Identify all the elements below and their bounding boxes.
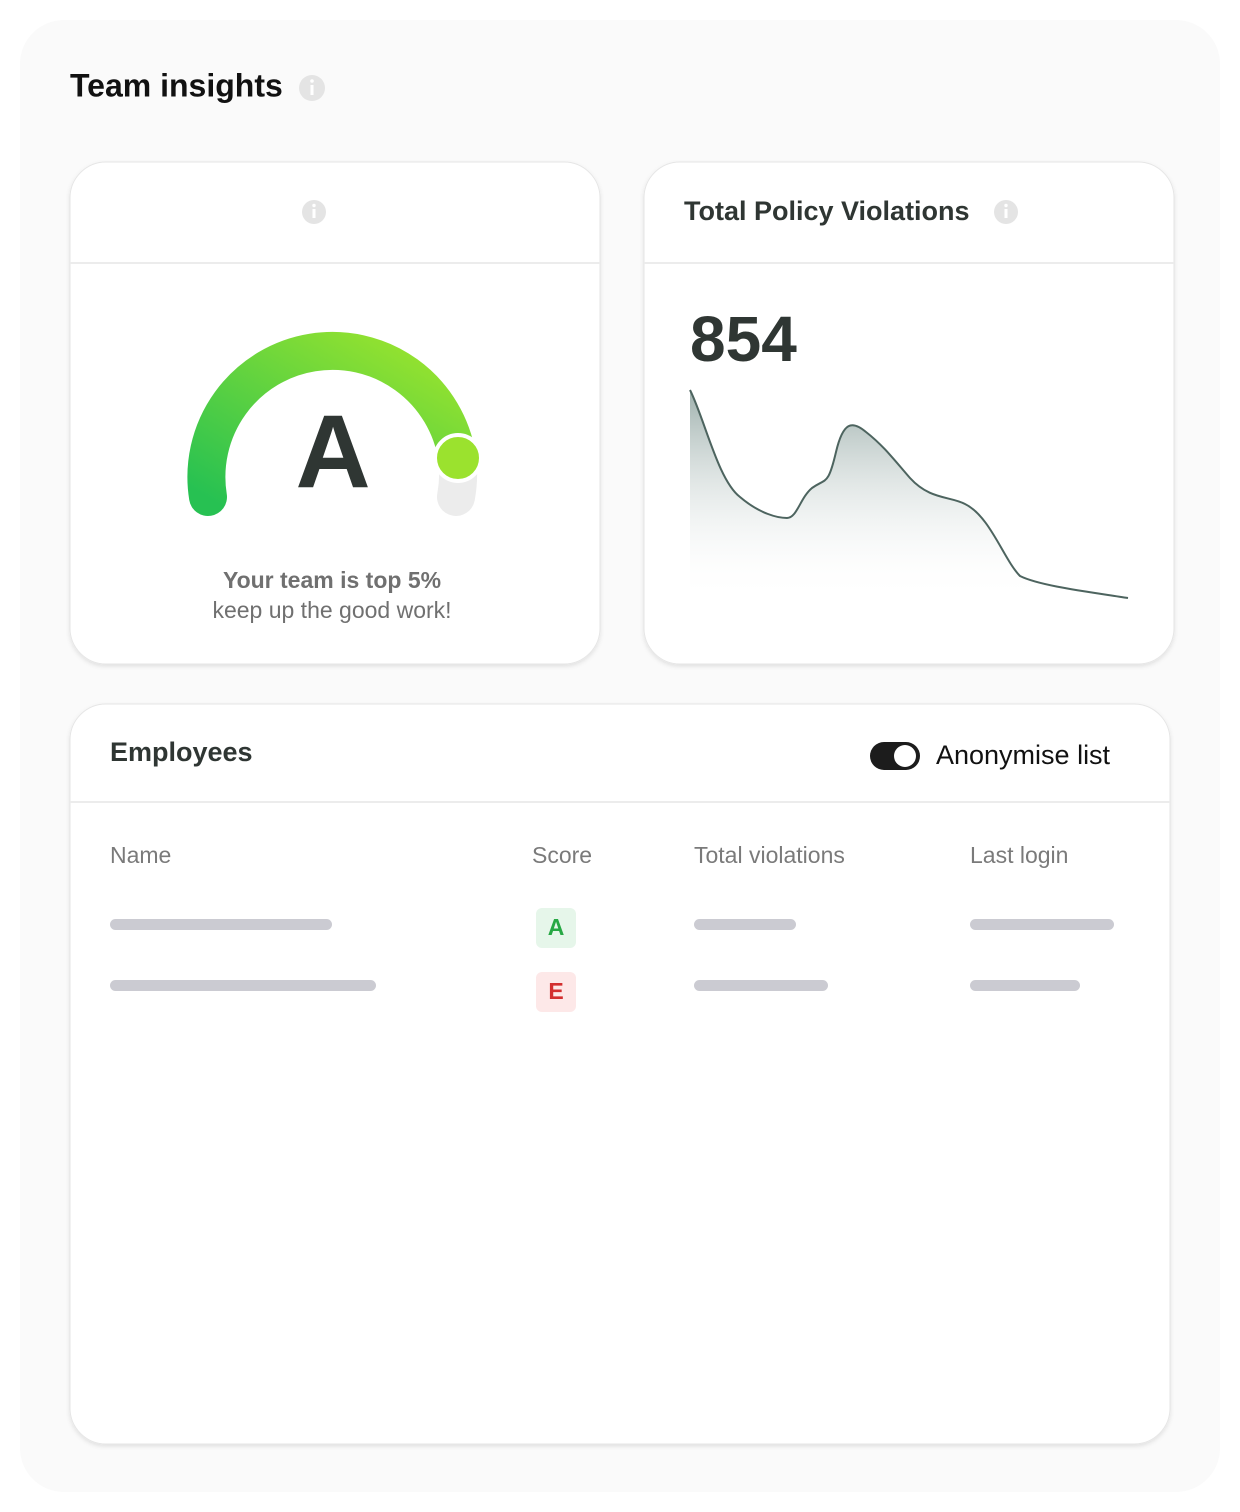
grade: A	[295, 394, 370, 510]
score-badge	[536, 908, 576, 948]
column-header[interactable]: Score	[532, 842, 592, 868]
column-header[interactable]: Last login	[970, 842, 1068, 868]
employees-card	[69, 703, 1171, 1445]
info-icon[interactable]	[994, 200, 1018, 224]
column-header[interactable]: Name	[110, 842, 171, 868]
card-title: Employees	[110, 737, 253, 767]
toggle[interactable]	[870, 742, 920, 770]
score-card	[69, 161, 601, 665]
placeholder	[970, 980, 1080, 991]
placeholder	[110, 980, 376, 991]
placeholder	[970, 919, 1114, 930]
placeholder	[110, 919, 332, 930]
info-icon[interactable]	[299, 75, 325, 101]
score: A	[548, 914, 565, 940]
sparkline-area	[690, 390, 1128, 600]
violations-total: 854	[690, 303, 797, 375]
score-badge	[536, 972, 576, 1012]
toggle-label[interactable]: Anonymise list	[936, 740, 1111, 770]
card-title: Total Policy Violations	[684, 196, 970, 226]
score: E	[548, 978, 563, 1004]
placeholder	[694, 980, 828, 991]
column-header[interactable]: Total violations	[694, 842, 845, 868]
sparkline	[689, 389, 1129, 599]
page-title: Team insights	[70, 67, 283, 103]
message: Your team is top 5%	[223, 567, 441, 593]
table-row: A	[110, 908, 1114, 948]
placeholder	[694, 919, 796, 930]
gauge-knob	[433, 433, 483, 483]
submessage: keep up the good work!	[212, 597, 451, 623]
table-row: E	[110, 972, 1080, 1012]
gauge-arc	[187, 331, 476, 516]
info-icon[interactable]	[302, 200, 326, 224]
